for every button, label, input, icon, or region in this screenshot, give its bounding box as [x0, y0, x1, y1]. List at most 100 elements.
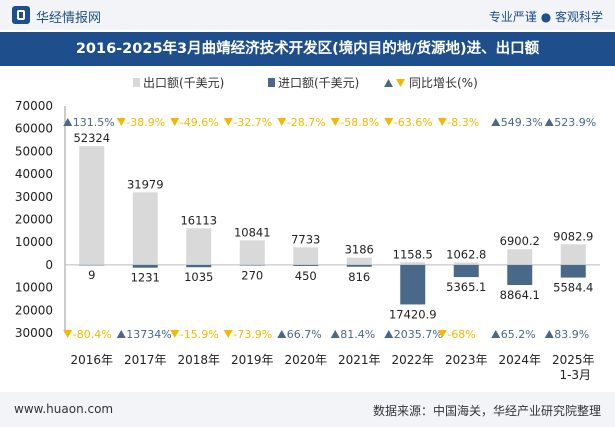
export-value-label: 7733: [291, 232, 320, 246]
import-bar: [560, 264, 586, 278]
export-bar: [453, 262, 479, 265]
title-bar: 2016-2025年3月曲靖经济技术开发区(境内目的地/货源地)进、出口额: [0, 32, 615, 66]
y-tick-label: 10000: [15, 235, 53, 249]
import-growth-up-icon: [384, 330, 394, 338]
export-bar: [507, 249, 533, 265]
import-growth-label: -73.9%: [233, 328, 272, 341]
x-tick-label: 2022年: [391, 353, 434, 367]
y-tick-label: 30000: [15, 326, 53, 340]
y-tick-label: 30000: [15, 190, 53, 204]
export-value-label: 16113: [180, 213, 217, 227]
export-growth-label: -32.7%: [233, 116, 272, 129]
export-growth-label: 523.9%: [554, 116, 596, 129]
import-bar: [239, 264, 265, 266]
export-value-label: 1062.8: [446, 247, 486, 261]
export-value-label: 6900.2: [500, 234, 540, 248]
export-bar: [186, 228, 212, 265]
export-growth-up-icon: [491, 118, 501, 126]
import-value-label: 270: [241, 269, 263, 283]
y-tick-label: 0: [45, 258, 53, 272]
y-tick-label: 60000: [15, 122, 53, 136]
export-growth-label: -49.6%: [180, 116, 219, 129]
import-growth-label: -68%: [447, 328, 475, 341]
import-growth-down-icon: [437, 330, 447, 338]
legend-export-label: 出口额(千美元): [143, 76, 224, 90]
export-growth-down-icon: [223, 118, 233, 126]
import-value-label: 1231: [131, 271, 160, 285]
import-bar: [79, 264, 105, 266]
export-growth-label: 549.3%: [501, 116, 543, 129]
import-growth-label: 2035.7%: [394, 328, 443, 341]
import-value-label: 8864.1: [500, 288, 540, 302]
import-value-label: 450: [295, 269, 317, 283]
export-growth-up-icon: [544, 118, 554, 126]
export-value-label: 10841: [234, 225, 271, 239]
import-growth-label: 81.4%: [340, 328, 375, 341]
x-tick-label: 2023年: [445, 353, 488, 367]
export-growth-down-icon: [330, 118, 340, 126]
export-bar: [293, 247, 319, 265]
top-bar: 华经情报网 专业严谨 ● 客观科学: [0, 0, 615, 30]
slogan: 专业严谨 ● 客观科学: [488, 10, 603, 24]
export-value-label: 9082.9: [553, 229, 593, 243]
import-growth-up-icon: [544, 330, 554, 338]
export-bar: [560, 244, 586, 265]
import-growth-up-icon: [491, 330, 501, 338]
legend-up-triangle: [384, 79, 393, 87]
chart-title: 2016-2025年3月曲靖经济技术开发区(境内目的地/货源地)进、出口额: [75, 41, 540, 57]
export-bar: [346, 257, 372, 265]
import-bar: [132, 264, 158, 268]
export-bar: [239, 240, 265, 265]
export-value-label: 52324: [73, 131, 110, 145]
export-growth-label: 131.5%: [73, 116, 115, 129]
import-growth-down-icon: [170, 330, 180, 338]
export-growth-label: -63.6%: [394, 116, 433, 129]
export-bar: [79, 146, 105, 265]
export-growth-down-icon: [384, 118, 394, 126]
import-growth-down-icon: [223, 330, 233, 338]
import-growth-label: 66.7%: [287, 328, 322, 341]
import-growth-label: 13734%: [126, 328, 171, 341]
import-growth-up-icon: [277, 330, 287, 338]
brand-name: 华经情报网: [36, 11, 102, 26]
data-source: 数据来源：中国海关，华经产业研究院整理: [372, 404, 601, 418]
legend-down-triangle: [396, 79, 405, 87]
export-value-label: 3186: [345, 243, 374, 257]
import-bar: [346, 264, 372, 267]
import-growth-up-icon: [116, 330, 126, 338]
export-bar: [400, 262, 426, 265]
export-growth-up-icon: [63, 118, 73, 126]
import-value-label: 5584.4: [553, 281, 593, 295]
import-growth-label: -15.9%: [180, 328, 219, 341]
import-value-label: 816: [348, 270, 370, 284]
y-tick-label: 70000: [15, 99, 53, 113]
export-value-label: 1158.5: [393, 247, 433, 261]
x-tick-label: 2020年: [284, 353, 327, 367]
import-growth-label: -80.4%: [73, 328, 112, 341]
export-growth-down-icon: [437, 118, 447, 126]
export-bar: [132, 192, 158, 265]
website-link[interactable]: www.huaon.com: [14, 402, 114, 416]
legend-import-label: 进口额(千美元): [278, 76, 359, 90]
import-value-label: 9: [88, 268, 95, 282]
export-growth-label: -28.7%: [287, 116, 326, 129]
y-tick-label: 50000: [15, 144, 53, 158]
y-tick-label: 20000: [15, 303, 53, 317]
export-growth-label: -8.3%: [447, 116, 479, 129]
import-bar: [400, 264, 426, 305]
export-growth-down-icon: [170, 118, 180, 126]
export-growth-down-icon: [116, 118, 126, 126]
import-growth-label: 65.2%: [501, 328, 536, 341]
footer: www.huaon.com 数据来源：中国海关，华经产业研究院整理: [0, 392, 615, 427]
import-growth-label: 83.9%: [554, 328, 589, 341]
x-tick-label: 2017年: [124, 353, 167, 367]
export-growth-label: -58.8%: [340, 116, 379, 129]
import-value-label: 5365.1: [446, 280, 486, 294]
export-growth-down-icon: [277, 118, 287, 126]
import-value-label: 1035: [184, 270, 213, 284]
import-growth-up-icon: [330, 330, 340, 338]
legend-import-swatch: [268, 78, 275, 87]
import-growth-down-icon: [63, 330, 73, 338]
trade-chart: 出口额(千美元) 进口额(千美元) 同比增长(%) 70000 60000 50000 40…: [15, 76, 600, 382]
x-tick-label: 2018年: [177, 353, 220, 367]
